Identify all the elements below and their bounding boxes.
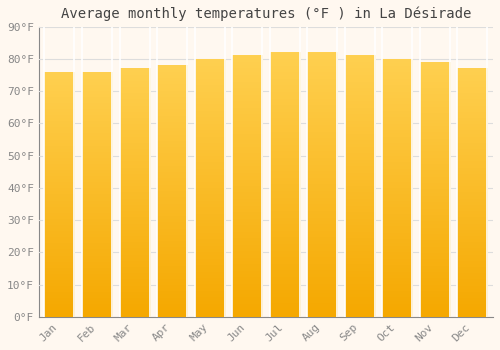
Title: Average monthly temperatures (°F ) in La Désirade: Average monthly temperatures (°F ) in La… (60, 7, 471, 21)
